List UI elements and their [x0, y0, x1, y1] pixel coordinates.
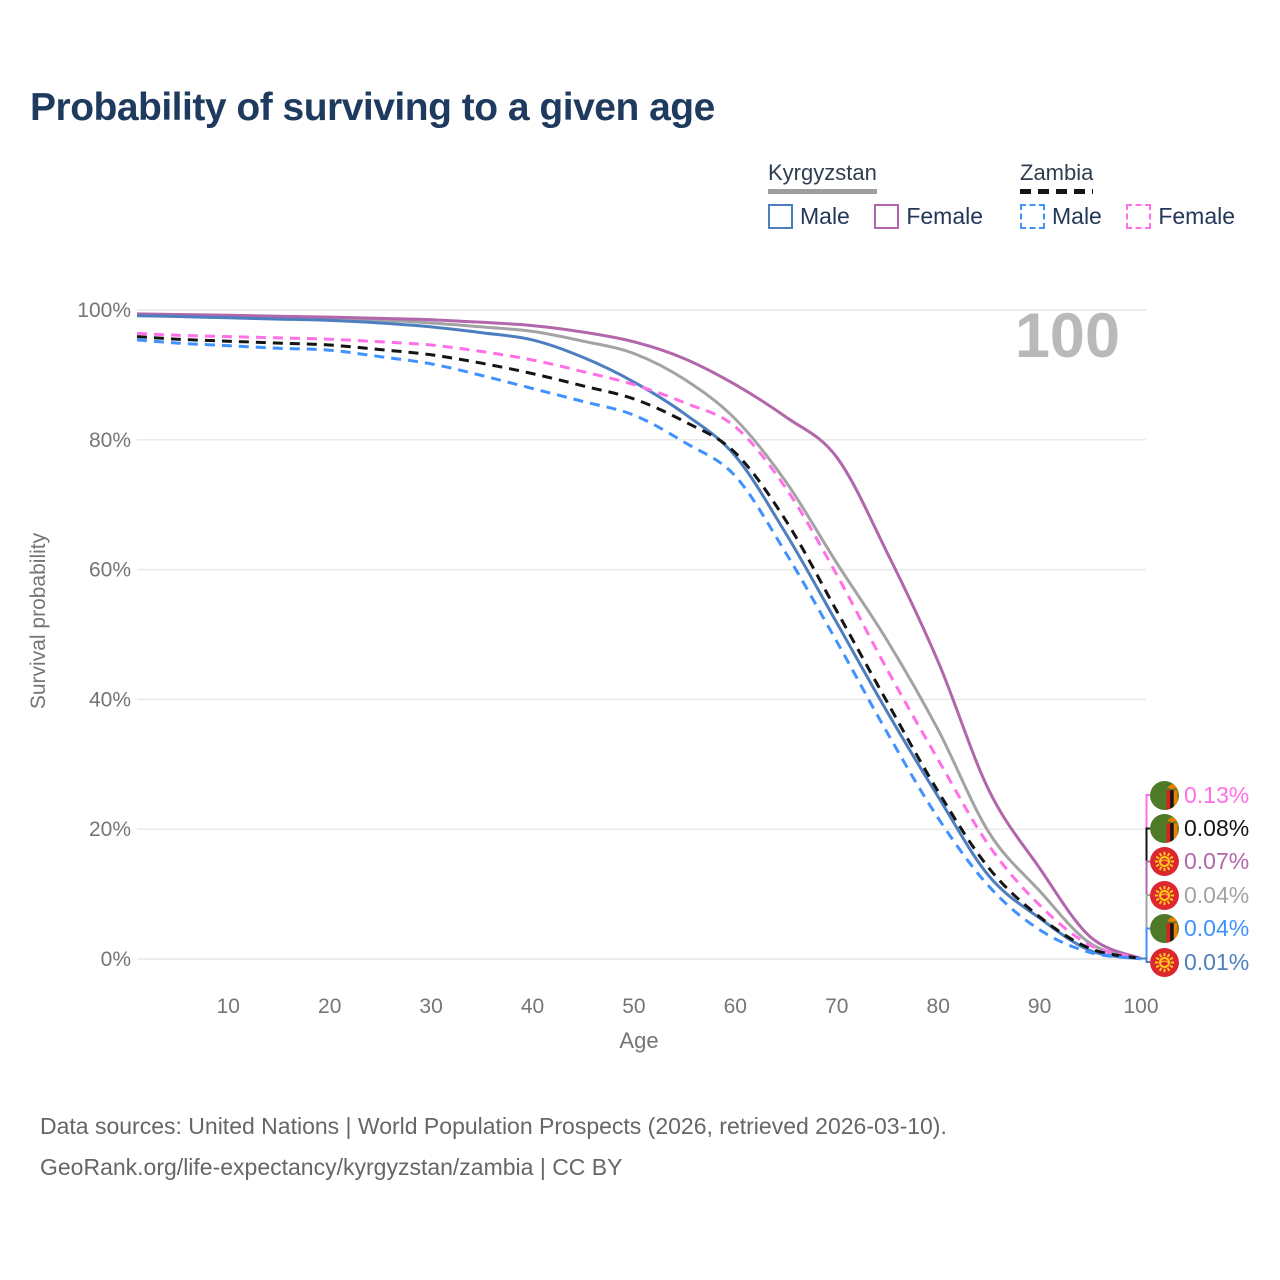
page-title: Probability of surviving to a given age	[30, 86, 715, 129]
x-tick-label: 40	[521, 995, 544, 1018]
x-tick-label: 70	[825, 995, 848, 1018]
zambia-flag-icon	[1150, 814, 1179, 843]
legend-item-label: Female	[906, 203, 984, 229]
series-kyrgyzstan-total[interactable]	[136, 313, 1142, 961]
zambia-flag-icon	[1150, 914, 1179, 943]
legend-item-kyrgyzstan-male[interactable]: Male	[768, 203, 850, 230]
y-tick-label: 0%	[101, 948, 131, 971]
zambia-male-swatch-icon	[1020, 204, 1045, 229]
y-tick-label: 20%	[89, 818, 131, 841]
kyrgyzstan-flag-icon	[1150, 880, 1179, 910]
end-label-zambia-female: 0.13%	[1149, 779, 1249, 811]
zambia-line-sample	[1020, 189, 1094, 194]
end-label-kyrgyzstan-male: 0.01%	[1149, 946, 1249, 978]
y-tick-label: 80%	[89, 429, 131, 452]
kyrgyzstan-flag-icon	[1150, 847, 1179, 876]
chart-footer: Data sources: United Nations | World Pop…	[40, 1106, 947, 1188]
series-kyrgyzstan-female[interactable]	[136, 312, 1142, 960]
legend-group-zambia: Zambia Male Female	[1020, 160, 1255, 234]
y-axis-title: Survival probability	[27, 532, 50, 709]
end-label-kyrgyzstan-female: 0.07%	[1149, 846, 1249, 878]
x-axis-title: Age	[619, 1028, 658, 1053]
kyrgyzstan-line-sample	[768, 189, 877, 194]
end-label-zambia-total: 0.08%	[1149, 813, 1249, 845]
legend-country-zambia[interactable]: Zambia	[1020, 160, 1094, 194]
x-tick-label: 90	[1028, 995, 1051, 1018]
legend-country-kyrgyzstan[interactable]: Kyrgyzstan	[768, 160, 877, 194]
end-label-value: 0.01%	[1184, 948, 1250, 975]
legend-group-kyrgyzstan: Kyrgyzstan Male Female	[768, 160, 1003, 234]
x-tick-label: 20	[318, 995, 341, 1018]
x-tick-label: 80	[927, 995, 950, 1018]
y-tick-label: 100%	[77, 299, 131, 322]
legend-country-kyrgyzstan-label: Kyrgyzstan	[768, 160, 877, 185]
end-label-zambia-male: 0.04%	[1149, 913, 1249, 945]
legend-item-zambia-male[interactable]: Male	[1020, 203, 1102, 230]
legend-item-kyrgyzstan-female[interactable]: Female	[874, 203, 983, 230]
end-label-value: 0.04%	[1184, 915, 1250, 941]
end-label-value: 0.13%	[1184, 781, 1250, 808]
series-zambia-total[interactable]	[136, 335, 1142, 960]
x-tick-label: 10	[217, 995, 240, 1018]
x-tick-label: 100	[1123, 995, 1158, 1018]
legend-item-label: Male	[800, 203, 850, 229]
label-connector	[1141, 957, 1150, 963]
end-label-value: 0.07%	[1184, 848, 1250, 874]
attribution-text: GeoRank.org/life-expectancy/kyrgyzstan/z…	[40, 1154, 623, 1180]
y-tick-label: 40%	[89, 688, 131, 711]
legend-item-label: Male	[1052, 203, 1102, 229]
zambia-female-swatch-icon	[1126, 204, 1152, 229]
data-sources-text: Data sources: United Nations | World Pop…	[40, 1113, 947, 1139]
kyrgyzstan-male-swatch-icon	[768, 204, 793, 229]
kyrgyzstan-flag-icon	[1150, 947, 1179, 977]
legend-item-zambia-female[interactable]: Female	[1126, 203, 1235, 230]
x-tick-label: 30	[419, 995, 442, 1018]
legend-item-label: Female	[1158, 203, 1236, 229]
end-label-value: 0.08%	[1184, 815, 1250, 841]
zambia-flag-icon	[1150, 780, 1179, 810]
end-label-value: 0.04%	[1184, 881, 1250, 908]
legend-country-zambia-label: Zambia	[1020, 160, 1094, 185]
kyrgyzstan-female-swatch-icon	[874, 204, 900, 229]
series-zambia-female[interactable]	[136, 331, 1142, 960]
age-cursor-value: 100	[1014, 301, 1120, 371]
series-zambia-male[interactable]	[136, 338, 1142, 961]
x-tick-label: 60	[724, 995, 747, 1018]
x-tick-label: 50	[622, 995, 645, 1018]
end-label-kyrgyzstan-total: 0.04%	[1149, 879, 1249, 911]
series-kyrgyzstan-male[interactable]	[136, 314, 1142, 961]
y-tick-label: 60%	[89, 559, 131, 582]
